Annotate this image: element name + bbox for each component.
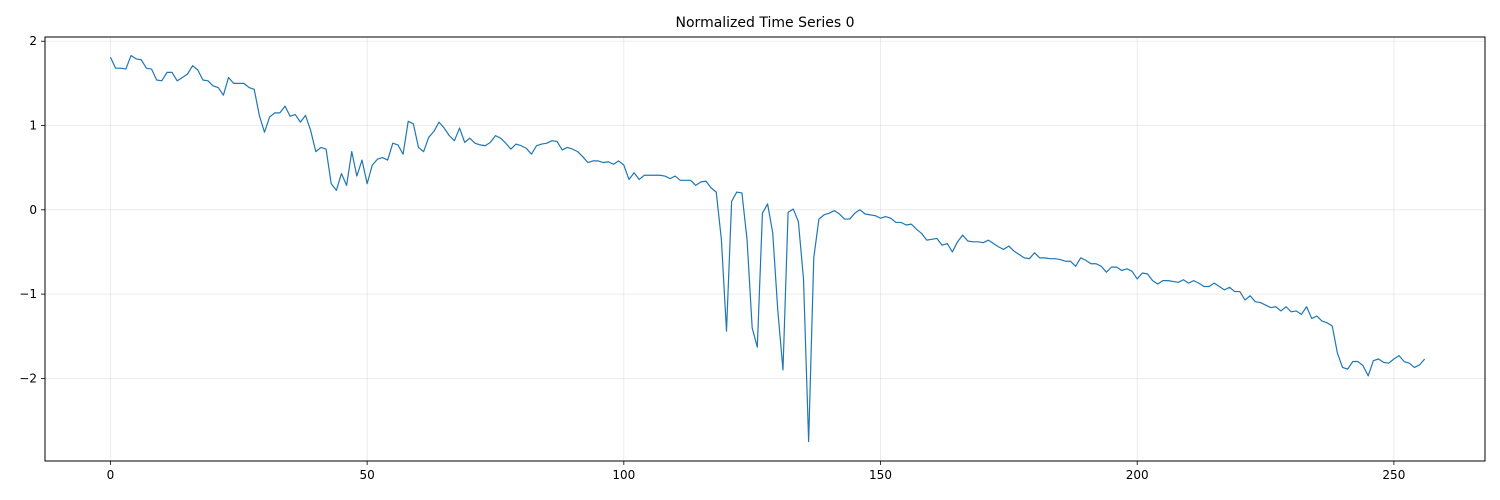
y-axis: −2 −1 0 1 2 (19, 34, 45, 385)
x-axis: 0 50 100 150 200 250 (107, 461, 1405, 482)
x-tick-label: 100 (612, 468, 635, 482)
series-line (109, 54, 1426, 443)
series-layer (109, 54, 1426, 443)
x-tick-label: 0 (107, 468, 115, 482)
y-tick-label: 1 (29, 119, 37, 133)
x-tick-label: 50 (359, 468, 374, 482)
y-tick-label: −1 (19, 287, 37, 301)
x-tick-label: 200 (1126, 468, 1149, 482)
x-tick-label: 250 (1382, 468, 1405, 482)
axes-frame (44, 36, 1486, 462)
y-tick-label: −2 (19, 371, 37, 385)
chart-title: Normalized Time Series 0 (676, 15, 855, 31)
grid (45, 37, 1485, 461)
y-tick-label: 2 (29, 34, 37, 48)
x-tick-label: 150 (869, 468, 892, 482)
y-tick-label: 0 (29, 203, 37, 217)
